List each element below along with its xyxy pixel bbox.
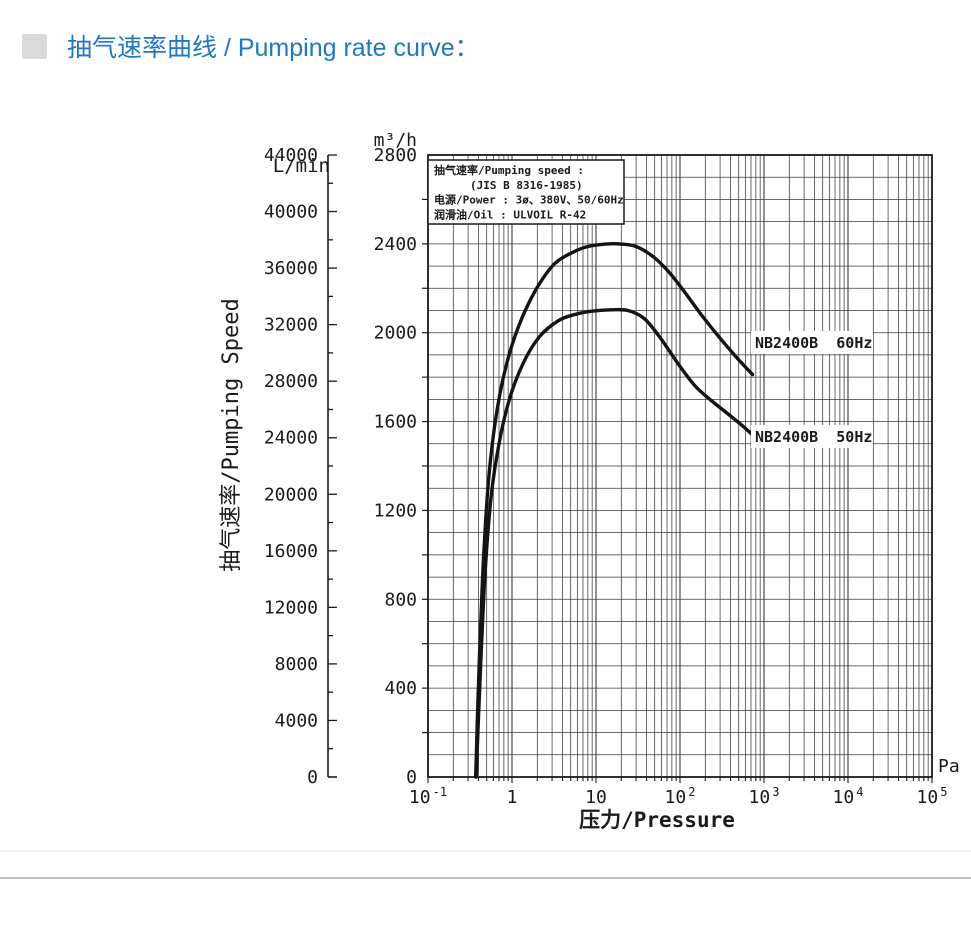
svg-text:2000: 2000 [374,323,417,344]
legend-box: 抽气速率/Pumping speed : (JIS B 8316-1985)电源/… [427,159,625,225]
curve-label-50hz: NB2400B 50Hz [751,425,873,448]
svg-text:2800: 2800 [374,145,417,166]
curve-label-60hz: NB2400B 60Hz [751,331,873,354]
svg-text:NB2400B 50Hz: NB2400B 50Hz [755,428,872,446]
x-axis-title: 压力/Pressure [579,808,735,832]
section-bullet-icon [22,33,47,59]
svg-text:8000: 8000 [275,654,318,675]
curve-60hz [474,241,755,779]
svg-text:28000: 28000 [264,371,318,392]
svg-text:1200: 1200 [374,500,417,521]
svg-text:400: 400 [384,678,417,699]
svg-text:抽气速率/Pumping speed :: 抽气速率/Pumping speed : [434,163,584,177]
svg-text:103: 10 3 [749,785,780,808]
svg-text:12000: 12000 [264,597,318,618]
y-axis-lmin: 0 4000 8000 12000 16000 20000 24000 28000 32000 3… [264,145,337,788]
svg-text:104: 10 4 [833,785,864,808]
svg-text:40000: 40000 [264,202,318,223]
svg-text:(JIS B 8316-1985): (JIS B 8316-1985) [470,179,583,192]
curve-50hz [474,307,755,779]
svg-text:0: 0 [406,767,417,788]
svg-text:16000: 16000 [264,541,318,562]
svg-text:电源/Power : 3ø、380V、50/60Hz: 电源/Power : 3ø、380V、50/60Hz [434,193,624,207]
x-axis-labels: 10 -1 1 10 10 2 10 3 10 4 10 5 [409,785,948,808]
svg-text:24000: 24000 [264,428,318,449]
divider-faint [0,850,971,852]
pa-unit-label: Pa [938,756,960,777]
svg-text:10: 10 [585,787,607,808]
m3h-unit-label: m³/h [374,130,417,151]
svg-text:32000: 32000 [264,315,318,336]
svg-text:1600: 1600 [374,412,417,433]
lmin-unit-label: L/min [273,155,330,177]
x-axis-ticks [427,777,933,783]
svg-text:102: 10 2 [665,785,696,808]
section-header: 抽气速率曲线 / Pumping rate curve： [22,28,480,64]
svg-text:44000: 44000 [264,145,318,166]
svg-text:20000: 20000 [264,484,318,505]
svg-text:36000: 36000 [264,258,318,279]
svg-text:10-1: 10 -1 [409,785,447,808]
svg-text:NB2400B 60Hz: NB2400B 60Hz [755,334,872,352]
page-title: 抽气速率曲线 / Pumping rate curve： [67,34,480,62]
svg-text:2400: 2400 [374,234,417,255]
svg-text:800: 800 [384,589,417,610]
svg-text:0: 0 [307,767,318,788]
plot-grid [428,155,932,777]
y-axis-title: 抽气速率/Pumping Speed [219,298,244,571]
svg-text:1: 1 [507,787,518,808]
svg-text:4000: 4000 [275,710,318,731]
svg-text:105: 10 5 [917,785,948,808]
svg-text:润滑油/Oil : ULVOIL R-42: 润滑油/Oil : ULVOIL R-42 [434,207,586,221]
divider-line [0,877,971,879]
